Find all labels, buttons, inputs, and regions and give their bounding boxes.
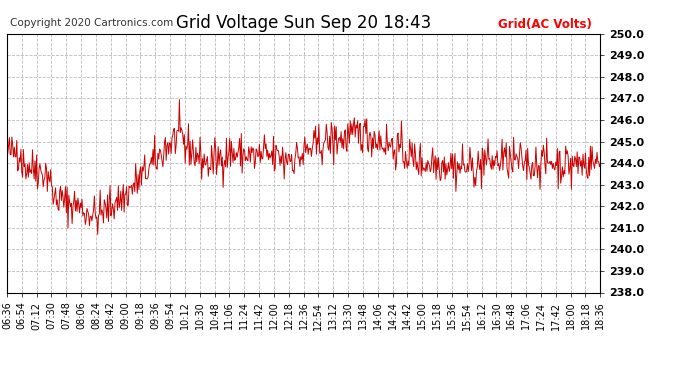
Grid(AC Volts)	[94, 232, 102, 237]
Grid(AC Volts)	[395, 150, 403, 154]
Grid(AC Volts)	[75, 202, 83, 206]
Grid(AC Volts)	[136, 169, 144, 174]
Grid(AC Volts)	[596, 161, 604, 166]
Text: Grid(AC Volts): Grid(AC Volts)	[497, 18, 591, 31]
Grid(AC Volts)	[14, 169, 22, 173]
Line: Grid(AC Volts): Grid(AC Volts)	[7, 100, 600, 234]
Title: Grid Voltage Sun Sep 20 18:43: Grid Voltage Sun Sep 20 18:43	[176, 14, 431, 32]
Grid(AC Volts)	[175, 98, 184, 102]
Text: Copyright 2020 Cartronics.com: Copyright 2020 Cartronics.com	[10, 18, 173, 28]
Grid(AC Volts)	[167, 152, 175, 156]
Grid(AC Volts)	[3, 134, 11, 139]
Grid(AC Volts)	[377, 144, 386, 148]
